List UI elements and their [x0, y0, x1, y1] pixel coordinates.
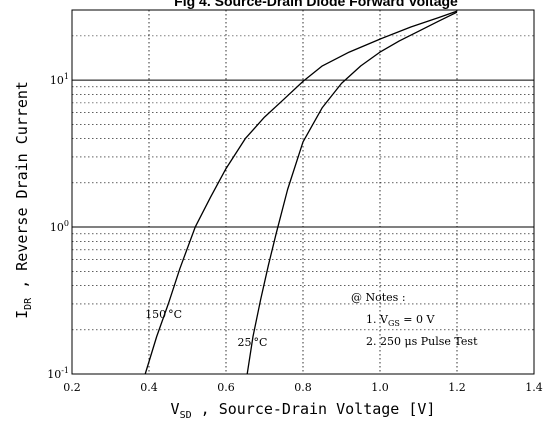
x-tick-label: 1.4: [525, 381, 543, 394]
notes-line-1: 1. VGS = 0 V: [366, 313, 436, 328]
x-tick-label: 1.2: [448, 381, 466, 394]
series-line-1: [246, 11, 458, 375]
plot-frame: [71, 9, 535, 375]
grid: [72, 10, 534, 374]
x-tick-label: 1.0: [371, 381, 389, 394]
y-axis-label: IDR , Reverse Drain Current: [13, 81, 34, 319]
notes-line-2: 2. 250 μs Pulse Test: [366, 335, 478, 348]
x-tick-label: 0.2: [63, 381, 81, 394]
y-tick-label: 10-1: [47, 366, 69, 381]
x-tick-label: 0.4: [140, 381, 158, 394]
notes-box: @ Notes : 1. VGS = 0 V 2. 250 μs Pulse T…: [351, 291, 478, 348]
y-tick-label: 100: [50, 219, 69, 234]
x-tick-label: 0.8: [294, 381, 312, 394]
ticks: 0.2 0.4 0.6 0.8 1.0 1.2 1.4 10-1 100 101: [47, 72, 543, 394]
y-tick-label: 101: [50, 72, 69, 87]
x-tick-label: 0.6: [217, 381, 235, 394]
curves: 150 °C 25 °C: [144, 10, 458, 375]
series-label-0: 150 °C: [145, 308, 182, 321]
x-axis-label: VSD , Source-Drain Voltage [V]: [171, 400, 436, 421]
series-line-0: [144, 10, 458, 375]
notes-header: @ Notes :: [351, 291, 406, 304]
series-label-1: 25 °C: [238, 336, 268, 349]
chart-title: Fig 4. Source-Drain Diode Forward Voltag…: [174, 0, 458, 9]
